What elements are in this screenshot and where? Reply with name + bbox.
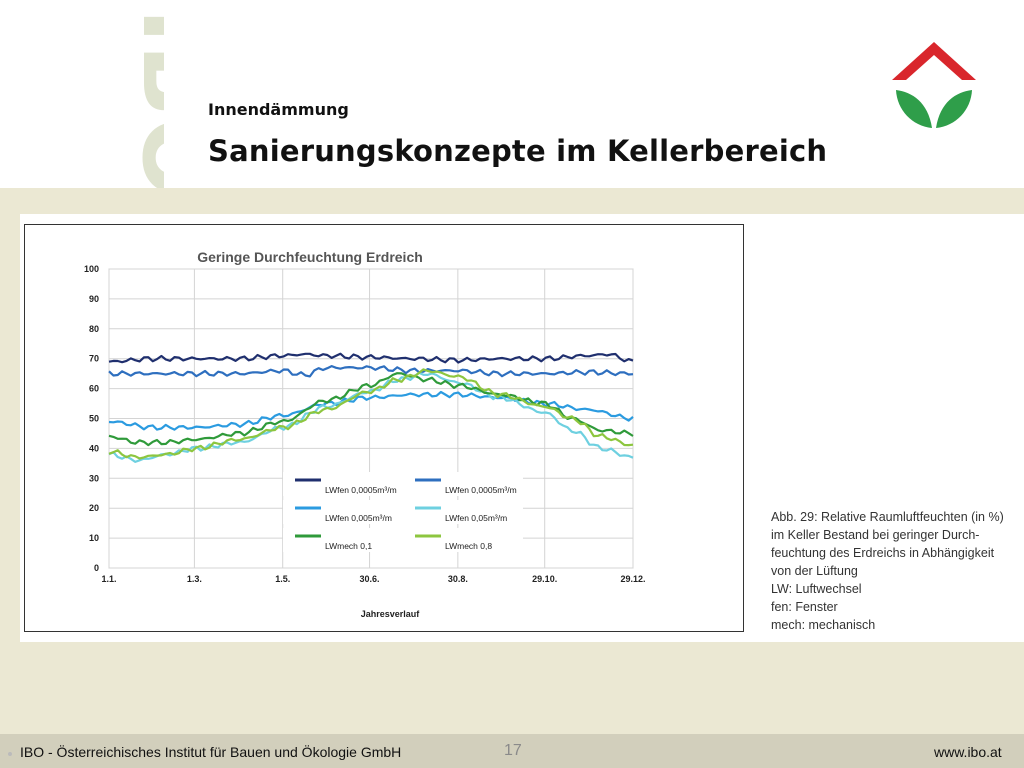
caption-line: LW: Luftwechsel [771,582,862,596]
legend-item-background [283,528,403,552]
humidity-chart: 0 10 20 30 40 50 60 70 80 90 100 1.1. 1.3. 1.5. 30.6.… [84,249,646,619]
caption-line: fen: Fenster [771,600,838,614]
legend-label: LWmech 0,8 [445,541,492,551]
y-tick-label: 50 [89,414,99,424]
x-tick-label: 1.1. [101,574,116,584]
x-tick-label: 29.12. [620,574,645,584]
figure-caption: Abb. 29: Relative Raumluftfeuchten (in %… [771,508,1021,634]
caption-line: von der Lüftung [771,564,858,578]
x-tick-label: 29.10. [532,574,557,584]
caption-line: Abb. 29: Relative Raumluftfeuchten (in %… [771,510,1004,524]
caption-line: feuchtung des Erdreichs in Abhängigkeit [771,546,995,560]
y-tick-label: 0 [94,563,99,573]
page-number: 17 [504,742,522,759]
legend-item-background [283,472,403,496]
y-tick-label: 100 [84,264,99,274]
chart-frame: 0 10 20 30 40 50 60 70 80 90 100 1.1. 1.3. 1.5. 30.6.… [24,224,744,632]
footer-organization: IBO - Österreichisches Institut für Baue… [20,744,402,760]
watermark-text: IBO [121,8,164,188]
series-line [108,372,634,447]
series-line [108,365,634,378]
slide-title: Sanierungskonzepte im Kellerbereich [208,134,828,168]
y-tick-label: 60 [89,384,99,394]
legend-item-background [403,500,523,524]
y-tick-label: 80 [89,324,99,334]
legend-label: LWmech 0,1 [325,541,372,551]
footer-bar [0,734,1024,768]
x-tick-label: 1.3. [187,574,202,584]
logo-left-leaf [896,90,932,128]
legend-item-background [403,528,523,552]
chart-title: Geringe Durchfeuchtung Erdreich [197,249,423,265]
y-tick-label: 70 [89,354,99,364]
series-line [108,390,634,431]
logo-right-leaf [936,90,972,128]
caption-line: im Keller Bestand bei geringer Durch- [771,528,980,542]
legend-item-background [403,472,523,496]
ibo-logo-icon [892,40,976,132]
y-tick-label: 10 [89,533,99,543]
caption-line: mech: mechanisch [771,618,876,632]
legend-label: LWfen 0,005m³/m [325,513,392,523]
legend-item-background [283,500,403,524]
slide-subtitle: Innendämmung [208,100,349,119]
legend-label: LWfen 0,0005m³/m [445,485,517,495]
x-axis-label: Jahresverlauf [361,609,421,619]
y-tick-label: 20 [89,503,99,513]
legend-label: LWfen 0,0005m³/m [325,485,397,495]
footer-website-link[interactable]: www.ibo.at [934,744,1002,760]
x-tick-label: 1.5. [275,574,290,584]
legend-label: LWfen 0,05m³/m [445,513,507,523]
series-line [108,352,634,364]
series-line [108,368,634,460]
x-tick-label: 30.8. [448,574,468,584]
footer-bullet [8,752,12,756]
header-band [0,0,1024,188]
x-tick-label: 30.6. [360,574,380,584]
ibo-watermark: IBO [64,0,164,188]
logo-roof [892,42,976,80]
y-tick-label: 30 [89,473,99,483]
y-tick-label: 90 [89,294,99,304]
y-tick-label: 40 [89,443,99,453]
